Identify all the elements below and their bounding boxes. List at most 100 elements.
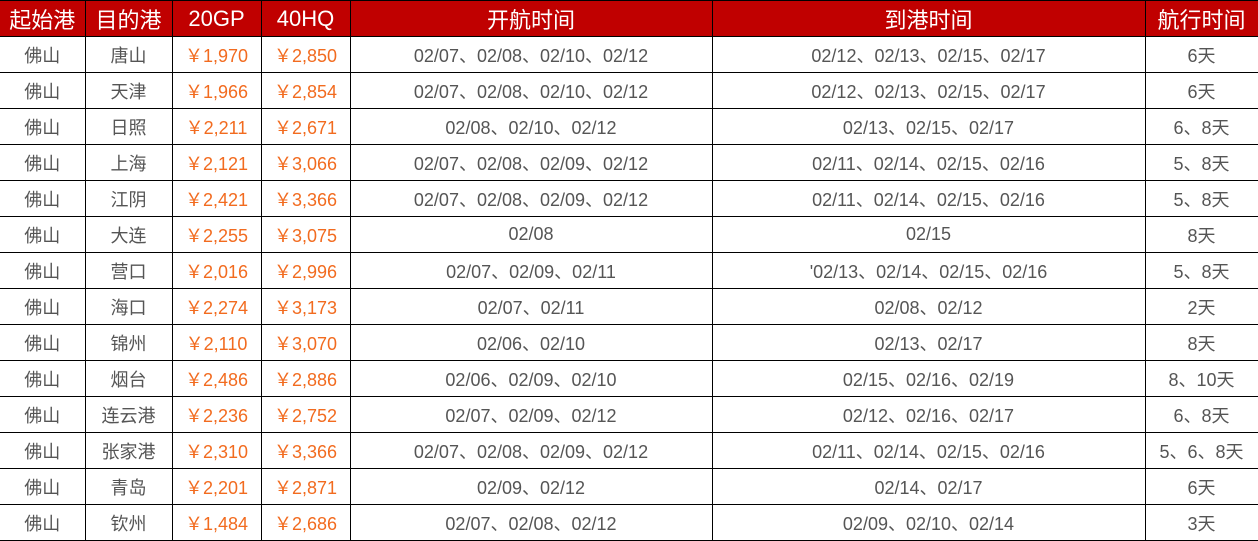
cell-departure-dates: 02/07、02/08、02/09、02/12 xyxy=(349,180,713,217)
cell-price-20gp: ￥2,110 xyxy=(171,324,262,361)
cell-departure-dates: 02/09、02/12 xyxy=(349,468,713,505)
cell-price-40hq: ￥2,854 xyxy=(260,72,351,109)
cell-departure-dates: 02/07、02/09、02/12 xyxy=(349,396,713,433)
cell-arrival-dates: 02/12、02/16、02/17 xyxy=(711,396,1146,433)
cell-price-40hq: ￥2,752 xyxy=(260,396,351,433)
cell-origin-port: 佛山 xyxy=(0,180,86,217)
cell-arrival-dates: 02/11、02/14、02/15、02/16 xyxy=(711,180,1146,217)
cell-arrival-dates: 02/12、02/13、02/15、02/17 xyxy=(711,72,1146,109)
cell-price-20gp: ￥2,421 xyxy=(171,180,262,217)
cell-price-40hq: ￥2,671 xyxy=(260,108,351,145)
header-departure-dates: 开航时间 xyxy=(349,0,713,37)
cell-price-20gp: ￥2,310 xyxy=(171,432,262,469)
cell-price-20gp: ￥1,966 xyxy=(171,72,262,109)
cell-destination-port: 张家港 xyxy=(84,432,173,469)
cell-origin-port: 佛山 xyxy=(0,324,86,361)
table-row: 佛山 张家港 ￥2,310 ￥3,366 02/07、02/08、02/09、02/12… xyxy=(0,432,1258,469)
cell-price-20gp: ￥2,274 xyxy=(171,288,262,325)
cell-transit-time: 8天 xyxy=(1144,216,1258,253)
cell-departure-dates: 02/07、02/08、02/10、02/12 xyxy=(349,36,713,73)
cell-price-20gp: ￥2,236 xyxy=(171,396,262,433)
cell-destination-port: 唐山 xyxy=(84,36,173,73)
table-row: 佛山 天津 ￥1,966 ￥2,854 02/07、02/08、02/10、02/12 0… xyxy=(0,72,1258,109)
cell-price-20gp: ￥2,016 xyxy=(171,252,262,289)
cell-transit-time: 8天 xyxy=(1144,324,1258,361)
cell-arrival-dates: '02/13、02/14、02/15、02/16 xyxy=(711,252,1146,289)
cell-arrival-dates: 02/14、02/17 xyxy=(711,468,1146,505)
cell-price-40hq: ￥2,886 xyxy=(260,360,351,397)
cell-origin-port: 佛山 xyxy=(0,468,86,505)
table-row: 佛山 日照 ￥2,211 ￥2,671 02/08、02/10、02/12 02/13、0… xyxy=(0,108,1258,145)
cell-destination-port: 海口 xyxy=(84,288,173,325)
cell-transit-time: 3天 xyxy=(1144,504,1258,541)
cell-transit-time: 6天 xyxy=(1144,468,1258,505)
header-destination-port: 目的港 xyxy=(84,0,173,37)
cell-origin-port: 佛山 xyxy=(0,396,86,433)
cell-departure-dates: 02/07、02/08、02/09、02/12 xyxy=(349,144,713,181)
cell-origin-port: 佛山 xyxy=(0,504,86,541)
cell-price-40hq: ￥3,066 xyxy=(260,144,351,181)
cell-destination-port: 江阴 xyxy=(84,180,173,217)
cell-arrival-dates: 02/11、02/14、02/15、02/16 xyxy=(711,432,1146,469)
cell-origin-port: 佛山 xyxy=(0,432,86,469)
cell-departure-dates: 02/08、02/10、02/12 xyxy=(349,108,713,145)
cell-price-20gp: ￥1,484 xyxy=(171,504,262,541)
cell-origin-port: 佛山 xyxy=(0,108,86,145)
cell-price-40hq: ￥3,075 xyxy=(260,216,351,253)
cell-price-40hq: ￥2,996 xyxy=(260,252,351,289)
cell-origin-port: 佛山 xyxy=(0,252,86,289)
cell-transit-time: 8、10天 xyxy=(1144,360,1258,397)
header-origin-port: 起始港 xyxy=(0,0,86,37)
cell-departure-dates: 02/07、02/08、02/10、02/12 xyxy=(349,72,713,109)
cell-origin-port: 佛山 xyxy=(0,288,86,325)
cell-departure-dates: 02/06、02/10 xyxy=(349,324,713,361)
table-row: 佛山 上海 ￥2,121 ￥3,066 02/07、02/08、02/09、02/12 0… xyxy=(0,144,1258,181)
cell-transit-time: 5、8天 xyxy=(1144,144,1258,181)
cell-origin-port: 佛山 xyxy=(0,144,86,181)
cell-origin-port: 佛山 xyxy=(0,216,86,253)
cell-departure-dates: 02/08 xyxy=(349,216,713,253)
table-row: 佛山 连云港 ￥2,236 ￥2,752 02/07、02/09、02/12 02/12、… xyxy=(0,396,1258,433)
header-arrival-dates: 到港时间 xyxy=(711,0,1146,37)
cell-price-20gp: ￥2,121 xyxy=(171,144,262,181)
cell-arrival-dates: 02/15、02/16、02/19 xyxy=(711,360,1146,397)
table-row: 佛山 海口 ￥2,274 ￥3,173 02/07、02/11 02/08、02/12 2天 xyxy=(0,288,1258,325)
cell-price-40hq: ￥2,686 xyxy=(260,504,351,541)
cell-price-40hq: ￥3,366 xyxy=(260,432,351,469)
cell-transit-time: 2天 xyxy=(1144,288,1258,325)
header-transit-time: 航行时间 xyxy=(1144,0,1258,37)
cell-arrival-dates: 02/12、02/13、02/15、02/17 xyxy=(711,36,1146,73)
cell-departure-dates: 02/07、02/11 xyxy=(349,288,713,325)
cell-transit-time: 6、8天 xyxy=(1144,108,1258,145)
cell-destination-port: 日照 xyxy=(84,108,173,145)
cell-destination-port: 大连 xyxy=(84,216,173,253)
cell-transit-time: 5、8天 xyxy=(1144,252,1258,289)
table-row: 佛山 锦州 ￥2,110 ￥3,070 02/06、02/10 02/13、02/17 8天 xyxy=(0,324,1258,361)
cell-transit-time: 6天 xyxy=(1144,72,1258,109)
table-row: 佛山 钦州 ￥1,484 ￥2,686 02/07、02/08、02/12 02/09、0… xyxy=(0,504,1258,541)
cell-departure-dates: 02/07、02/08、02/12 xyxy=(349,504,713,541)
cell-destination-port: 钦州 xyxy=(84,504,173,541)
cell-price-20gp: ￥2,255 xyxy=(171,216,262,253)
cell-transit-time: 6、8天 xyxy=(1144,396,1258,433)
cell-destination-port: 青岛 xyxy=(84,468,173,505)
cell-price-40hq: ￥3,173 xyxy=(260,288,351,325)
cell-price-40hq: ￥3,070 xyxy=(260,324,351,361)
cell-transit-time: 6天 xyxy=(1144,36,1258,73)
table-row: 佛山 青岛 ￥2,201 ￥2,871 02/09、02/12 02/14、02/17 6天 xyxy=(0,468,1258,505)
cell-destination-port: 连云港 xyxy=(84,396,173,433)
table-row: 佛山 烟台 ￥2,486 ￥2,886 02/06、02/09、02/10 02/15、0… xyxy=(0,360,1258,397)
cell-destination-port: 烟台 xyxy=(84,360,173,397)
header-row: 起始港 目的港 20GP 40HQ 开航时间 到港时间 航行时间 xyxy=(0,0,1258,37)
cell-departure-dates: 02/07、02/09、02/11 xyxy=(349,252,713,289)
cell-origin-port: 佛山 xyxy=(0,72,86,109)
cell-price-40hq: ￥2,850 xyxy=(260,36,351,73)
cell-destination-port: 上海 xyxy=(84,144,173,181)
cell-price-20gp: ￥2,486 xyxy=(171,360,262,397)
cell-origin-port: 佛山 xyxy=(0,36,86,73)
cell-origin-port: 佛山 xyxy=(0,360,86,397)
cell-departure-dates: 02/07、02/08、02/09、02/12 xyxy=(349,432,713,469)
cell-destination-port: 营口 xyxy=(84,252,173,289)
cell-price-40hq: ￥3,366 xyxy=(260,180,351,217)
